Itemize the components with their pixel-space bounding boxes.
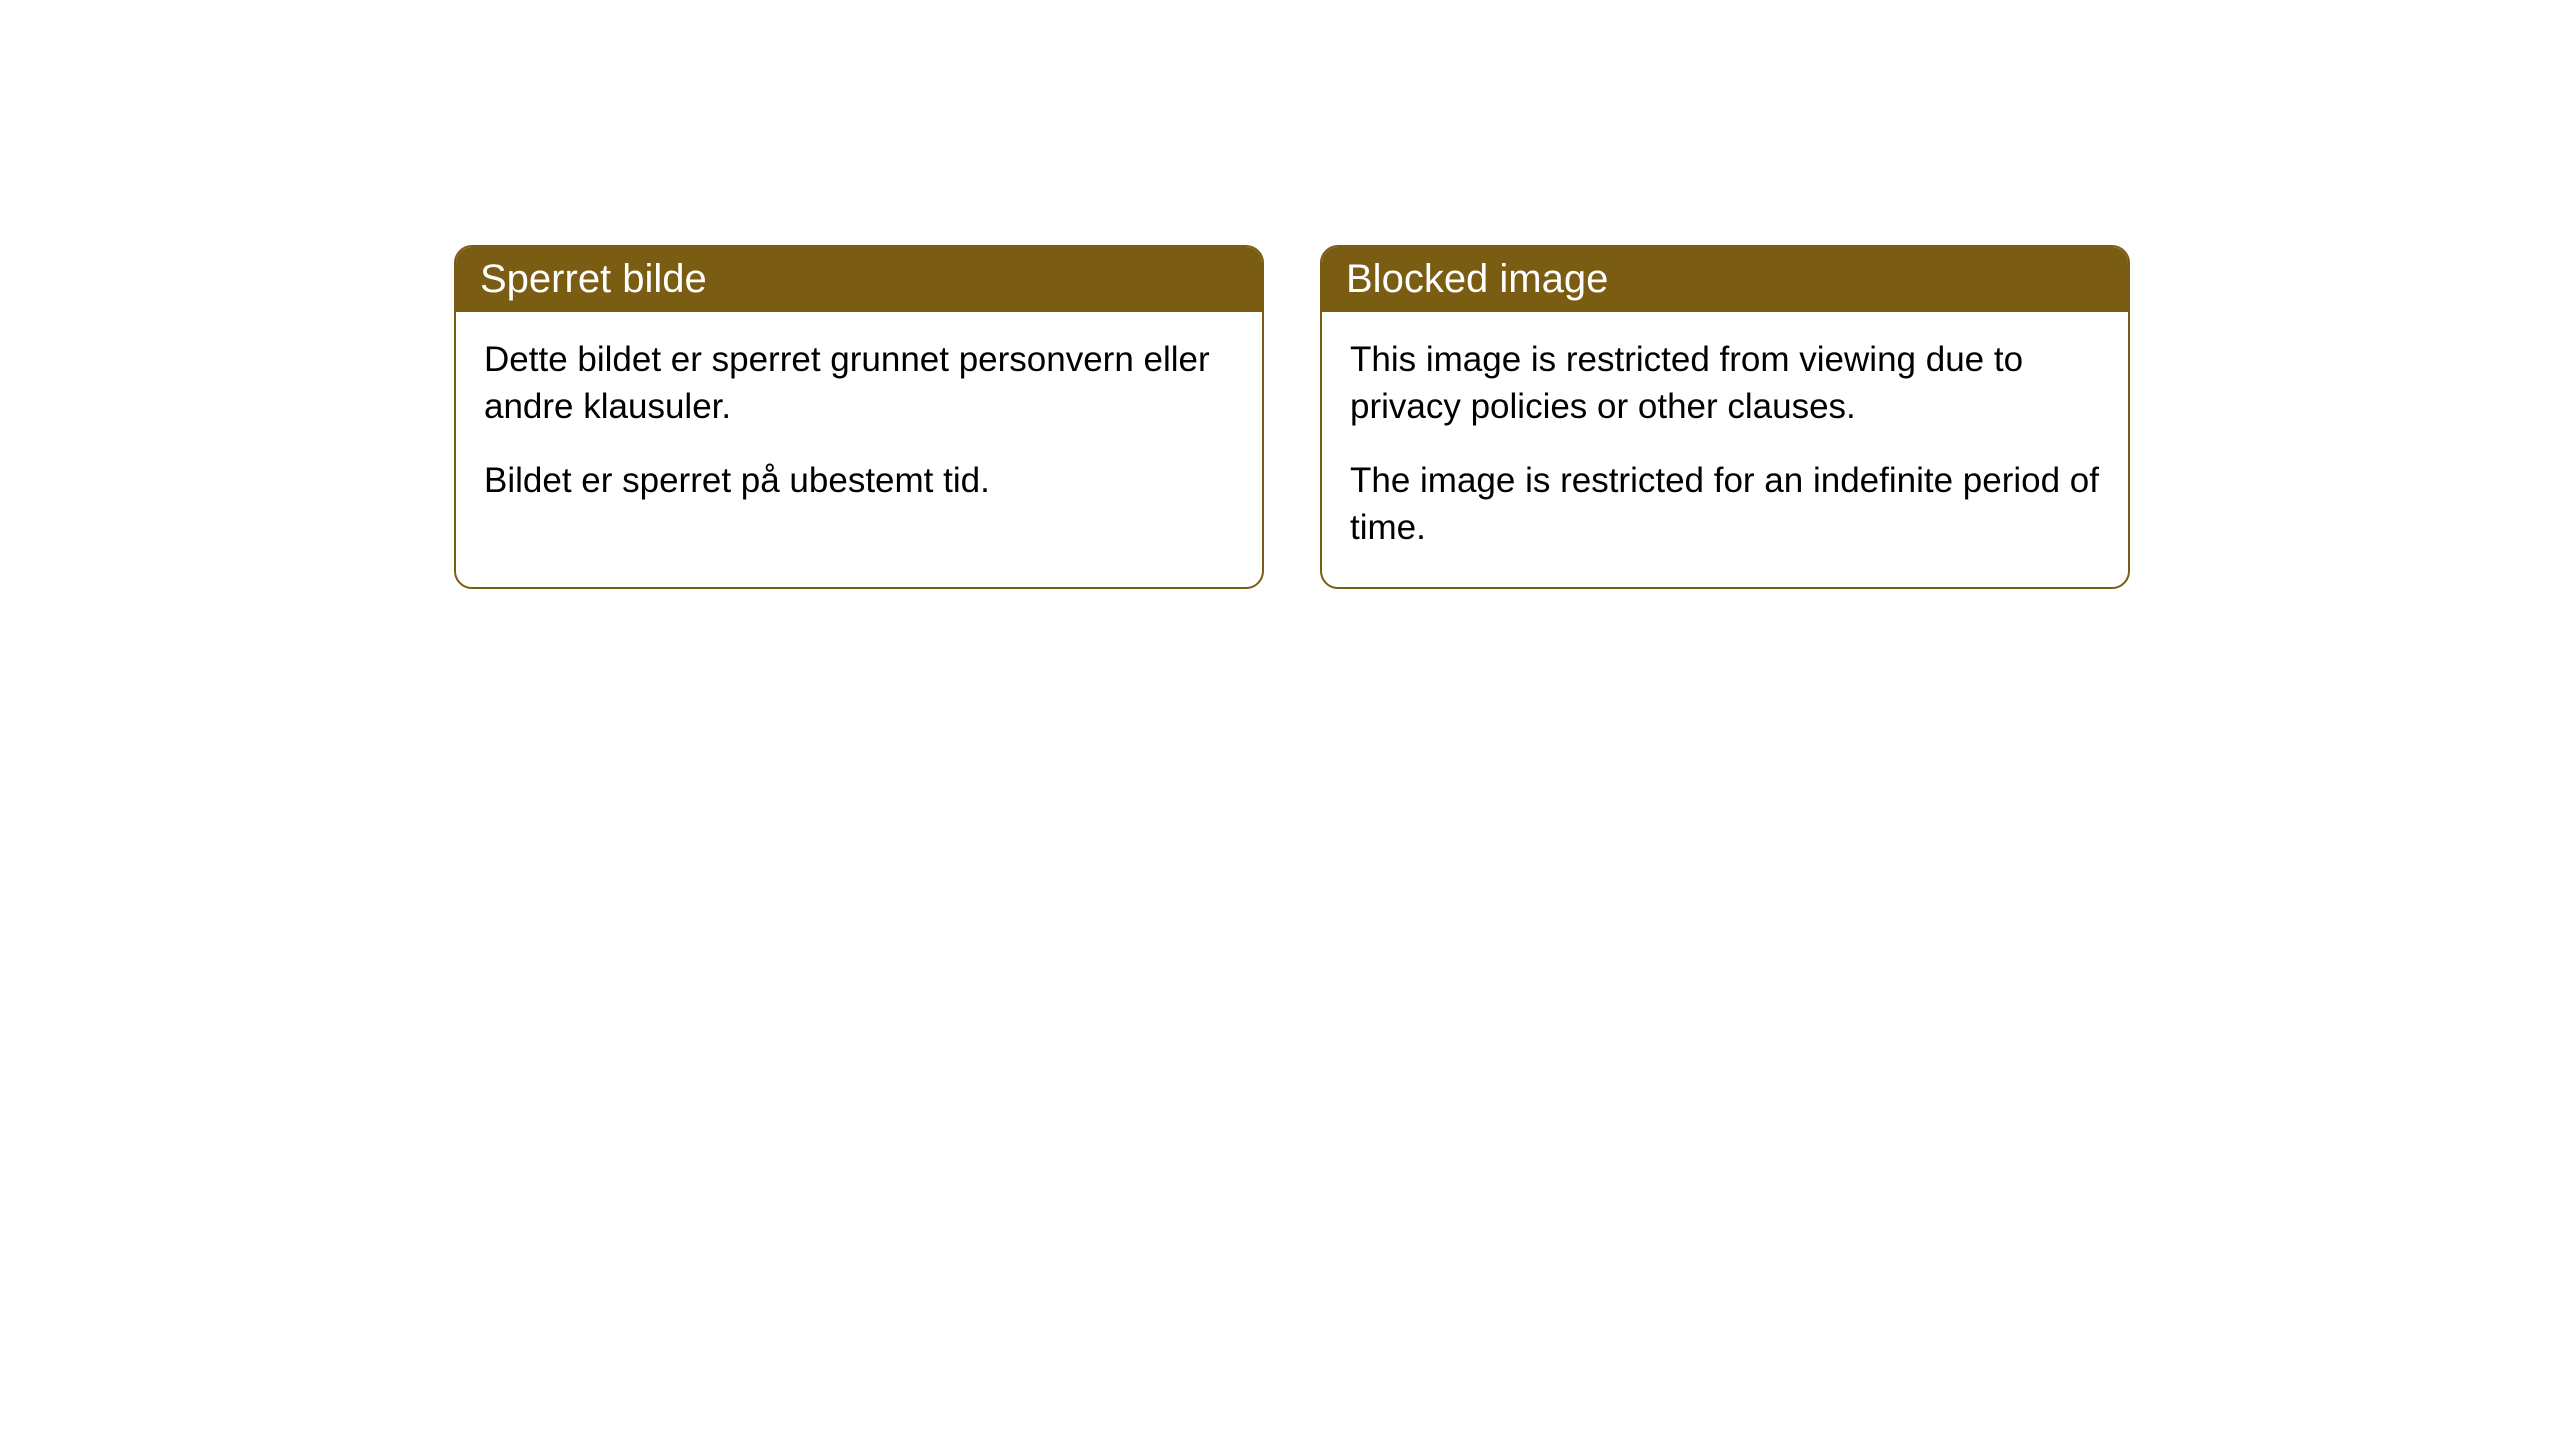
card-title: Blocked image [1346,257,1608,301]
card-header: Blocked image [1322,247,2128,312]
card-title: Sperret bilde [480,257,707,301]
card-paragraph: This image is restricted from viewing du… [1350,336,2100,431]
notice-cards-container: Sperret bilde Dette bildet er sperret gr… [454,245,2130,589]
card-body: This image is restricted from viewing du… [1322,312,2128,587]
card-body: Dette bildet er sperret grunnet personve… [456,312,1262,540]
card-paragraph: Bildet er sperret på ubestemt tid. [484,457,1234,504]
card-header: Sperret bilde [456,247,1262,312]
card-paragraph: Dette bildet er sperret grunnet personve… [484,336,1234,431]
notice-card-english: Blocked image This image is restricted f… [1320,245,2130,589]
card-paragraph: The image is restricted for an indefinit… [1350,457,2100,552]
notice-card-norwegian: Sperret bilde Dette bildet er sperret gr… [454,245,1264,589]
